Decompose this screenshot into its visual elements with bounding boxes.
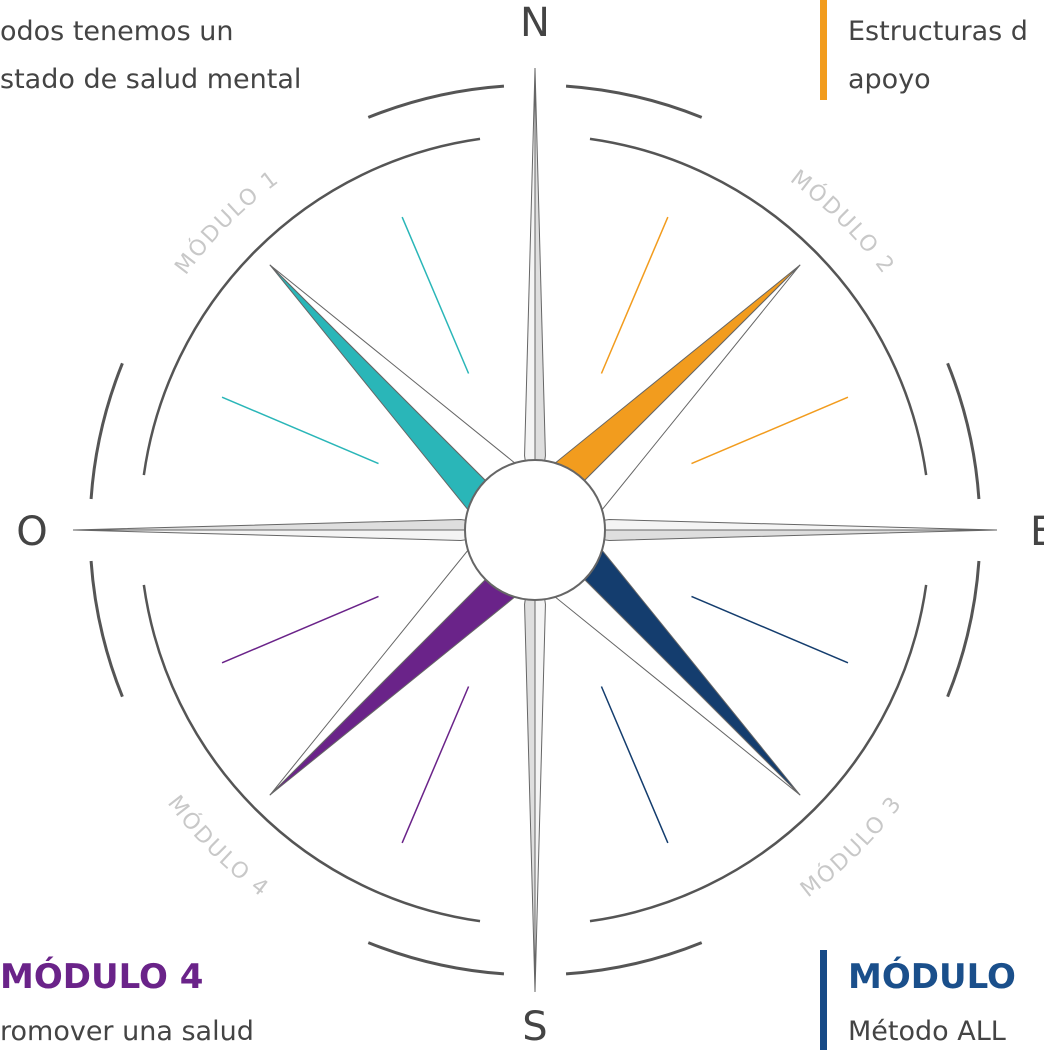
module-title: MÓDULO 4 bbox=[0, 956, 203, 997]
module-label: MÓDULO 4 bbox=[162, 791, 274, 903]
outer-ring-arc bbox=[368, 86, 504, 117]
tick-line bbox=[601, 217, 667, 373]
text-line: romover una salud bbox=[0, 1016, 254, 1047]
module-label-path: MÓDULO 2 bbox=[786, 165, 900, 279]
module-title: MÓDULO bbox=[848, 956, 1016, 997]
module-label: MÓDULO 1 bbox=[170, 165, 284, 279]
accent-bar bbox=[820, 950, 827, 1050]
module-label: MÓDULO 3 bbox=[796, 791, 908, 903]
text-line: odos tenemos un bbox=[0, 16, 233, 47]
tick-line bbox=[691, 397, 847, 463]
tick-line bbox=[402, 686, 468, 842]
outer-ring-arc bbox=[368, 943, 504, 974]
direction-label: E bbox=[1030, 509, 1044, 555]
diagonal-point bbox=[549, 265, 800, 520]
outer-ring-arc bbox=[566, 943, 702, 974]
tick-line bbox=[222, 397, 378, 463]
text-line: Estructuras d bbox=[848, 16, 1028, 47]
accent-bar bbox=[820, 0, 827, 100]
module-label-path: MÓDULO 4 bbox=[162, 791, 274, 903]
module-label: MÓDULO 2 bbox=[786, 165, 900, 279]
outer-ring-arc bbox=[948, 363, 979, 499]
direction-label: O bbox=[16, 509, 47, 555]
center-circle bbox=[465, 460, 605, 600]
tick-line bbox=[222, 596, 378, 662]
diagonal-point bbox=[270, 540, 521, 795]
text-line: stado de salud mental bbox=[0, 64, 301, 95]
outer-ring-arc bbox=[91, 363, 122, 499]
text-line: Método ALL bbox=[848, 1016, 1006, 1047]
diagonal-point bbox=[545, 544, 800, 795]
outer-ring-arc bbox=[566, 86, 702, 117]
module-label-path: MÓDULO 1 bbox=[170, 165, 284, 279]
tick-line bbox=[601, 686, 667, 842]
outer-ring-arc bbox=[948, 561, 979, 697]
direction-label: S bbox=[522, 1004, 547, 1050]
diagonal-point bbox=[270, 265, 525, 516]
compass: MÓDULO 1 MÓDULO 2 MÓDULO 3 MÓDULO 4 N E S O bbox=[16, 0, 1044, 1050]
tick-line bbox=[691, 596, 847, 662]
outer-ring-arc bbox=[91, 561, 122, 697]
page: odos tenemos un stado de salud mental Es… bbox=[0, 0, 1044, 1050]
module-label-path: MÓDULO 3 bbox=[796, 791, 908, 903]
direction-label: N bbox=[520, 0, 550, 46]
tick-line bbox=[402, 217, 468, 373]
text-line: apoyo bbox=[848, 64, 931, 95]
